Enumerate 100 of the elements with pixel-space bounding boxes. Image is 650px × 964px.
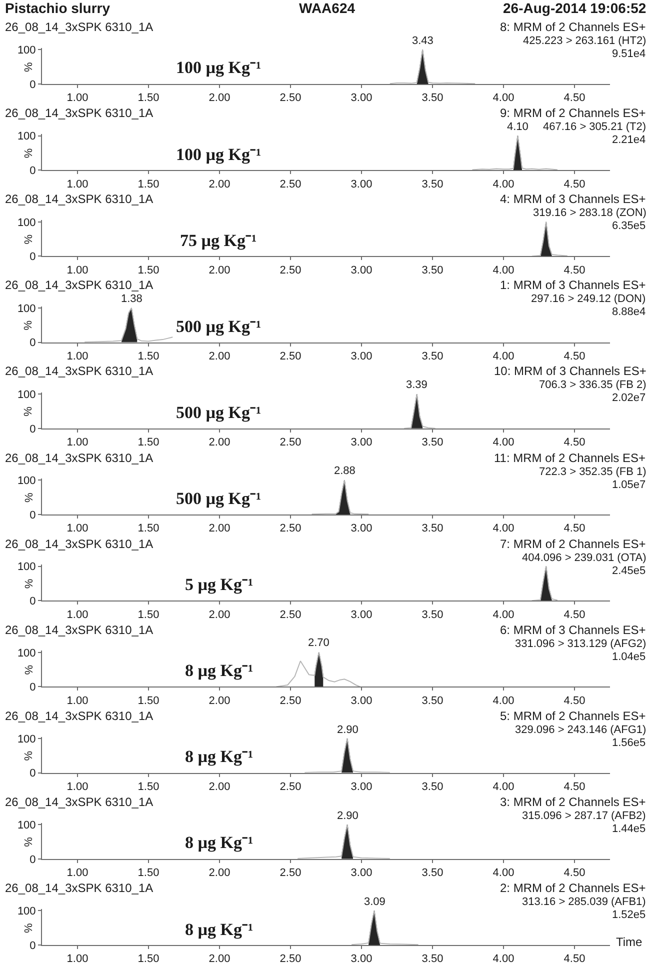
- line-series: [389, 49, 476, 84]
- annotation: 3.39: [406, 379, 428, 391]
- x-tick-label: 1.00: [66, 781, 88, 793]
- text: 2.02e7: [612, 392, 646, 404]
- annotation: 8 µg Kg⁻¹: [185, 920, 254, 939]
- y-axis-title: %: [23, 62, 35, 72]
- annotation: 4.10: [507, 121, 528, 133]
- y-tick-label: 100: [17, 130, 36, 143]
- x-tick-label: 4.50: [564, 867, 586, 880]
- chart-title: 26_08_14_3xSPK 6310_1A: [5, 278, 154, 292]
- x-tick-label: 2.50: [280, 694, 302, 707]
- x-tick-label: 4.50: [564, 264, 586, 276]
- annotation: 100 µg Kg⁻¹: [176, 58, 262, 77]
- x-tick-label: 4.00: [492, 522, 514, 535]
- chart-subtitle: 4: MRM of 3 Channels ES+: [500, 192, 646, 206]
- chart-subtitle: 9: MRM of 2 Channels ES+: [500, 106, 646, 120]
- text: 1.52e5: [612, 909, 646, 921]
- text: 1.56e5: [612, 737, 646, 749]
- x-tick-label: 2.00: [208, 953, 230, 964]
- x-tick-label: 1.50: [138, 953, 160, 964]
- chart-title: 26_08_14_3xSPK 6310_1A: [5, 20, 154, 34]
- chart-title: 26_08_14_3xSPK 6310_1A: [5, 537, 154, 551]
- line-series: [311, 480, 370, 514]
- y-tick-label: 100: [17, 906, 36, 918]
- x-tick-label: 1.00: [66, 264, 88, 276]
- chart-title: 26_08_14_3xSPK 6310_1A: [5, 795, 154, 809]
- y-axis-title: %: [22, 406, 35, 416]
- x-tick-label: 4.00: [492, 867, 514, 880]
- chart-subtitle: 10: MRM of 3 Channels ES+: [494, 364, 646, 378]
- annotation: 500 µg Kg⁻¹: [176, 403, 262, 422]
- chart-subtitle: 11: MRM of 2 Channels ES+: [494, 451, 646, 465]
- x-tick-label: 1.00: [66, 608, 88, 621]
- chart-subtitle: 6: MRM of 3 Channels ES+: [500, 623, 646, 637]
- line-series: [276, 652, 361, 687]
- x-tick-label: 2.00: [208, 436, 230, 449]
- x-tick-label: 2.00: [208, 694, 230, 707]
- x-tick-label: 1.00: [66, 436, 88, 449]
- y-tick-label: 0: [30, 940, 36, 952]
- y-tick-label: 0: [30, 768, 36, 780]
- x-axis-title: Time: [616, 935, 643, 949]
- x-tick-label: 4.00: [492, 953, 514, 964]
- chart-title: 26_08_14_3xSPK 6310_1A: [5, 192, 154, 206]
- x-tick-label: 3.50: [422, 178, 444, 190]
- x-tick-label: 2.00: [208, 92, 230, 104]
- x-tick-label: 1.00: [66, 350, 88, 362]
- text: 1.44e5: [612, 823, 646, 835]
- y-tick-label: 100: [17, 388, 36, 401]
- x-tick-label: 3.50: [422, 350, 444, 362]
- x-tick-label: 3.50: [422, 522, 444, 535]
- y-tick-label: 0: [30, 595, 36, 608]
- x-tick-label: 1.50: [138, 522, 160, 535]
- x-tick-label: 3.50: [422, 953, 444, 964]
- y-tick-label: 100: [17, 561, 36, 574]
- x-tick-label: 4.00: [492, 694, 514, 707]
- x-tick-label: 2.50: [280, 264, 302, 276]
- chart-title: 26_08_14_3xSPK 6310_1A: [5, 881, 154, 895]
- chart-subtitle: 1: MRM of 3 Channels ES+: [500, 278, 646, 292]
- x-tick-label: 2.50: [280, 867, 302, 880]
- y-axis-title: %: [24, 492, 36, 502]
- chart-subtitle: 7: MRM of 2 Channels ES+: [500, 537, 646, 551]
- x-tick-label: 1.50: [138, 608, 160, 621]
- chart-title: 26_08_14_3xSPK 6310_1A: [5, 106, 154, 120]
- x-tick-label: 2.50: [280, 178, 302, 190]
- y-tick-label: 0: [30, 509, 36, 522]
- y-tick-label: 100: [17, 733, 36, 746]
- line-series: [472, 135, 558, 170]
- annotation: 75 µg Kg⁻¹: [180, 231, 257, 250]
- x-tick-label: 2.00: [208, 264, 230, 276]
- x-tick-label: 4.00: [492, 264, 514, 276]
- text: 297.16 > 249.12 (DON): [531, 293, 646, 305]
- chart-subtitle: 8: MRM of 2 Channels ES+: [500, 20, 646, 34]
- x-tick-label: 3.00: [350, 694, 372, 707]
- y-axis-title: %: [22, 320, 35, 330]
- x-tick-label: 4.00: [492, 178, 514, 190]
- annotation: 100 µg Kg⁻¹: [176, 145, 262, 164]
- y-tick-label: 100: [17, 475, 36, 488]
- x-tick-label: 1.50: [138, 350, 160, 362]
- y-axis-title: %: [23, 923, 35, 933]
- x-tick-label: 3.00: [350, 867, 372, 880]
- x-tick-label: 4.00: [492, 92, 514, 104]
- x-tick-label: 1.00: [66, 522, 88, 535]
- x-tick-label: 3.50: [422, 608, 444, 621]
- annotation: 8 µg Kg⁻¹: [185, 661, 254, 680]
- y-tick-label: 0: [30, 854, 36, 866]
- x-tick-label: 4.00: [492, 436, 514, 449]
- x-tick-label: 1.50: [138, 781, 160, 793]
- x-tick-label: 4.50: [564, 350, 586, 362]
- x-tick-label: 2.00: [208, 178, 230, 190]
- y-tick-label: 100: [17, 647, 36, 660]
- x-tick-label: 2.00: [208, 608, 230, 621]
- text: 1.04e5: [612, 651, 646, 663]
- chart-title: 26_08_14_3xSPK 6310_1A: [5, 709, 154, 723]
- text: 9.51e4: [612, 48, 646, 60]
- x-tick-label: 1.00: [66, 867, 88, 880]
- annotation: 1.38: [121, 293, 142, 305]
- x-tick-label: 3.00: [350, 350, 372, 362]
- text: 319.16 > 283.18 (ZON): [533, 207, 646, 219]
- line-series: [84, 308, 174, 342]
- line-series: [531, 566, 558, 601]
- x-tick-label: 3.50: [422, 436, 444, 449]
